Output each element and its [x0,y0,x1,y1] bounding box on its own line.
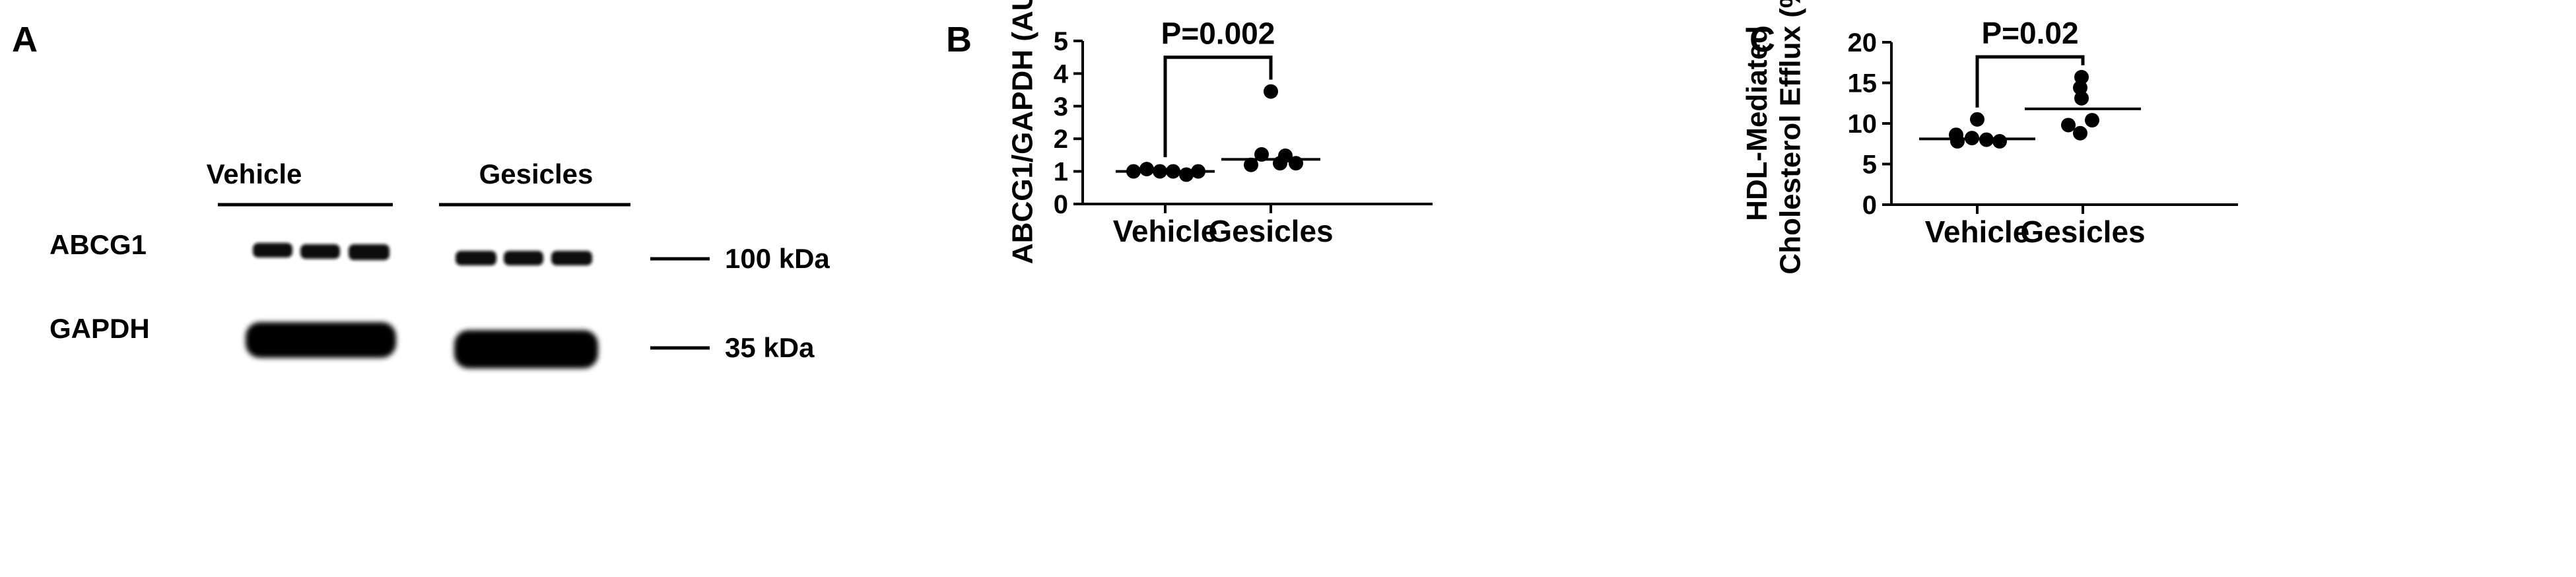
data-point [2074,69,2089,85]
p-value-label: P=0.02 [1981,16,2078,50]
y-tick-label: 15 [1848,69,1878,98]
panel-label-c: C [1749,20,1775,59]
y-tick-label: 2 [1054,125,1068,154]
y-tick-label: 0 [1862,191,1877,220]
y-axis-label-line: Cholesterol Efflux (%) [1774,0,1806,275]
y-tick-label: 1 [1054,158,1068,187]
protein-label-abcg1: ABCG1 [50,229,147,260]
gapdh-bands [246,322,598,368]
data-point [1139,162,1154,177]
abcg1-band [456,251,496,265]
significance-bracket [1975,55,2085,108]
marker-label-35: 35 kDa [725,332,815,363]
protein-label-gapdh: GAPDH [50,313,150,344]
significance-bracket [1163,55,1273,158]
x-category-label: Vehicle [1113,214,1218,248]
y-tick-label: 5 [1054,27,1068,56]
gapdh-band [246,322,396,358]
data-point [1992,134,2007,149]
data-point [1970,112,1984,127]
panel-a: A Vehicle Gesicles ABCG1 GAPDH 100 kDa 3… [12,20,830,368]
abcg1-bands [253,243,592,265]
data-point [1264,84,1278,99]
abcg1-band [504,251,543,265]
y-axis-label: ABCG1/GAPDH (AU) [1006,0,1038,264]
y-tick-label: 0 [1054,190,1068,219]
panel-label-a: A [12,20,38,59]
abcg1-band [551,251,592,265]
data-point [2073,125,2087,141]
data-point [2085,113,2099,128]
abcg1-band [300,244,340,259]
y-tick-label: 10 [1848,110,1878,139]
gapdh-band [454,330,598,368]
data-point [2061,118,2076,133]
y-axis-label-line: HDL-Mediated [1741,26,1773,221]
panel-label-b: B [946,20,972,59]
abcg1-band [349,244,390,260]
abcg1-band [253,243,292,257]
y-tick-label: 20 [1848,28,1878,57]
y-axis-label: HDL-MediatedCholesterol Efflux (%) [1741,0,1807,275]
x-category-label: Vehicle [1925,215,2030,249]
group-label-gesicles: Gesicles [479,158,593,189]
y-tick-label: 5 [1862,151,1877,180]
data-point [2074,90,2089,106]
x-category-label: Gesicles [2020,215,2145,249]
data-point [2073,80,2087,95]
data-point [1950,134,1965,149]
group-label-vehicle: Vehicle [207,158,302,189]
y-tick-label: 3 [1054,92,1068,121]
data-point [1244,157,1258,172]
y-tick-label: 4 [1054,59,1069,88]
y-axis-label-line: ABCG1/GAPDH (AU) [1006,0,1038,264]
p-value-label: P=0.002 [1161,17,1275,51]
x-category-label: Gesicles [1208,214,1333,248]
marker-label-100: 100 kDa [725,243,830,274]
